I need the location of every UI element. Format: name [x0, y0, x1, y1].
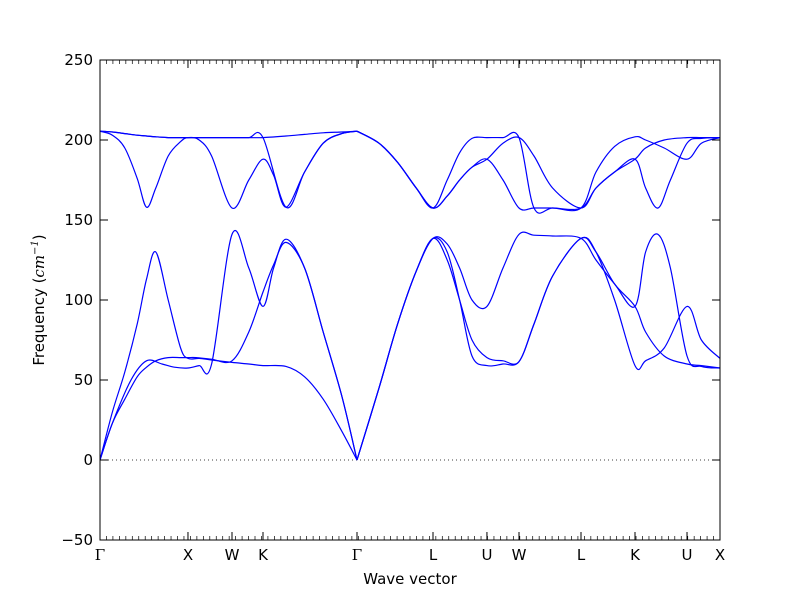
x-tick-label: Γ [352, 546, 362, 564]
band-series-line-12 [356, 130, 720, 211]
y-tick-label: 250 [64, 51, 93, 69]
plot-area [99, 59, 721, 541]
band-series-line-3 [100, 230, 358, 461]
x-tick-label: W [512, 546, 527, 564]
x-tick-label: K [630, 546, 641, 564]
y-tick-label: 200 [64, 131, 93, 149]
y-tick-label: 0 [83, 451, 93, 469]
y-tick-label: 100 [64, 291, 93, 309]
x-tick-label: U [682, 546, 693, 564]
plot-frame [99, 59, 721, 541]
y-axis-title: Frequency (cm−1) [30, 234, 48, 365]
y-tick-label: 150 [64, 211, 93, 229]
band-series-line-9 [100, 130, 358, 209]
y-axis-title-text: Frequency ( [30, 278, 48, 366]
band-series-line-6 [356, 236, 720, 461]
y-axis-title-close: ) [30, 234, 48, 240]
x-tick-label: K [258, 546, 269, 564]
x-axis-title: Wave vector [363, 570, 457, 588]
y-tick-label: −50 [61, 531, 93, 549]
series-group [100, 130, 720, 461]
y-axis-title-unit-sup: −1 [30, 240, 41, 255]
x-tick-label: X [715, 546, 725, 564]
y-tick-labels: −50 0 50 100 150 200 250 [61, 51, 93, 549]
y-tick-label: 50 [74, 371, 93, 389]
x-tick-label: L [577, 546, 586, 564]
x-tick-label: Γ [95, 546, 105, 564]
minor-ticks [106, 60, 714, 540]
x-tick-label: L [429, 546, 438, 564]
y-axis-title-unit: cm [30, 255, 48, 278]
x-tick-label: U [481, 546, 492, 564]
x-tick-label: W [225, 546, 240, 564]
x-tick-label: X [183, 546, 193, 564]
